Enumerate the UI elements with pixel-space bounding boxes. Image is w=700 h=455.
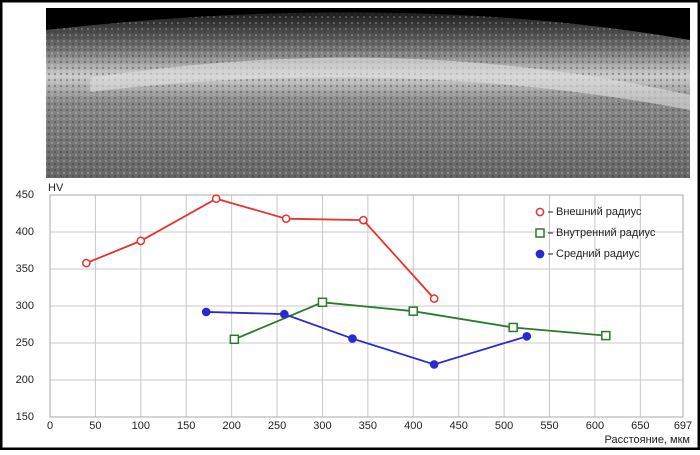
plot-border: [49, 194, 684, 418]
x-tick-label: 0: [47, 420, 53, 432]
x-tick-label: 697: [674, 420, 692, 432]
legend-marker: [535, 228, 545, 238]
data-point: [81, 258, 91, 268]
y-tick-label: 300: [16, 300, 34, 312]
y-tick-label: 150: [16, 411, 34, 423]
legend-label: Средний радиус: [556, 248, 640, 260]
x-tick-label: 350: [359, 420, 377, 432]
legend-label: Внешний радиус: [556, 206, 642, 218]
x-tick-label: 100: [132, 420, 150, 432]
x-tick-label: 250: [268, 420, 286, 432]
x-axis-label: Расстояние, мкм: [605, 434, 690, 446]
data-point: [201, 307, 211, 317]
legend-marker: [535, 207, 545, 217]
data-point: [358, 215, 368, 225]
y-tick-label: 450: [16, 189, 34, 201]
x-tick-label: 600: [586, 420, 604, 432]
y-axis-label: HV: [48, 182, 64, 194]
data-point: [317, 297, 328, 308]
data-point: [281, 214, 291, 224]
legend-label: Внутренний радиус: [556, 227, 656, 239]
data-point: [408, 306, 419, 316]
x-tick-label: 400: [404, 420, 422, 432]
y-tick-label: 350: [16, 263, 34, 275]
y-tick-label: 250: [16, 337, 34, 349]
x-tick-label: 50: [89, 420, 101, 432]
plot-background: [3, 182, 697, 447]
micrograph: [46, 8, 690, 178]
x-tick-label: 650: [631, 420, 649, 432]
data-point: [229, 334, 240, 345]
x-tick-label: 500: [495, 420, 513, 432]
data-point: [211, 194, 221, 204]
y-tick-label: 400: [16, 226, 34, 238]
x-tick-label: 150: [177, 420, 195, 432]
data-point: [522, 331, 532, 341]
data-point: [508, 322, 518, 333]
x-tick-label: 550: [540, 420, 558, 432]
x-tick-label: 450: [450, 420, 468, 432]
data-point: [348, 334, 357, 343]
data-point: [279, 309, 289, 319]
data-point: [136, 236, 146, 246]
x-tick-label: 200: [222, 420, 240, 432]
data-point: [601, 330, 611, 341]
x-tick-label: 300: [313, 420, 331, 432]
series-line: [85, 197, 435, 300]
data-point: [429, 360, 439, 369]
legend-marker: [535, 249, 545, 259]
y-tick-label: 200: [16, 374, 34, 386]
data-point: [429, 294, 439, 303]
